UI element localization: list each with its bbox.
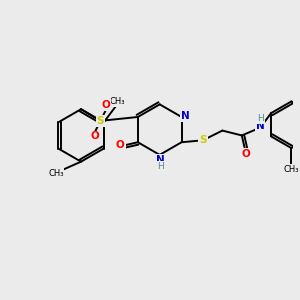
Text: S: S bbox=[97, 116, 104, 126]
Text: O: O bbox=[116, 140, 125, 150]
Text: CH₃: CH₃ bbox=[110, 98, 125, 106]
Text: S: S bbox=[199, 135, 207, 145]
Text: O: O bbox=[102, 100, 111, 110]
Text: H: H bbox=[157, 162, 164, 171]
Text: N: N bbox=[181, 111, 190, 121]
Text: H: H bbox=[257, 114, 264, 123]
Text: CH₃: CH₃ bbox=[284, 165, 299, 174]
Text: O: O bbox=[241, 149, 250, 159]
Text: O: O bbox=[90, 131, 99, 141]
Text: N: N bbox=[256, 121, 265, 131]
Text: CH₃: CH₃ bbox=[48, 169, 64, 178]
Text: N: N bbox=[156, 155, 165, 165]
